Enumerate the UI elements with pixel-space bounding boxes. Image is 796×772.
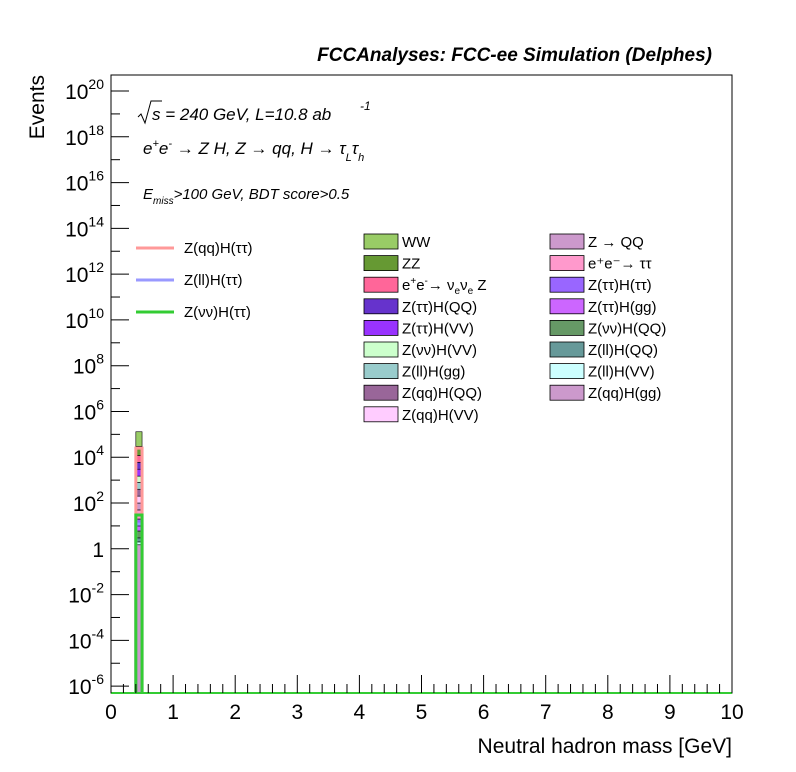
plot-frame	[110, 74, 733, 694]
x-tick-label: 5	[416, 701, 428, 724]
y-tick-label: 10-2	[68, 580, 104, 608]
legend-swatch	[549, 319, 585, 336]
x-tick-label: 0	[105, 701, 117, 724]
legend-label: Z(ll)H(gg)	[402, 364, 465, 381]
y-tick-label: 10-6	[68, 671, 104, 699]
legend: Z(qq)H(ττ) Z(ll)H(ττ) Z(νν)H(ττ) WW ZZ e+e-→ …	[136, 233, 666, 424]
legend-swatch	[549, 255, 585, 272]
legend-label: Z(ττ)H(ττ)	[588, 277, 652, 294]
y-tick-label: 1020	[65, 76, 104, 104]
x-tick-label: 4	[354, 701, 366, 724]
legend-swatch	[549, 363, 585, 380]
legend-swatch	[363, 406, 399, 423]
legend-label: Z(νν)H(ττ)	[184, 304, 251, 321]
legend-label: Z(qq)H(QQ)	[402, 385, 482, 402]
annotation-line-3: Emiss>100 GeV, BDT score>0.5	[143, 186, 350, 207]
y-tick-label: 1012	[65, 259, 104, 287]
sqrt-symbol	[137, 100, 162, 125]
legend-label: Z(ττ)H(gg)	[588, 299, 657, 316]
legend-label: Z(qq)H(ττ)	[184, 240, 253, 257]
legend-swatch	[363, 255, 399, 272]
legend-swatch	[363, 276, 399, 293]
y-tick-label: 1010	[65, 305, 104, 333]
x-tick-label: 1	[167, 701, 179, 724]
legend-swatch	[549, 276, 585, 293]
y-axis: 1020 1018 1016 1014 1012 1010 108 106 104 102 1 10-…	[65, 76, 129, 699]
x-tick-label: 8	[602, 701, 614, 724]
legend-swatch	[363, 319, 399, 336]
signal-lines	[134, 446, 144, 693]
y-tick-label: 10-4	[68, 625, 104, 653]
legend-swatch	[363, 384, 399, 401]
y-tick-label: 1016	[65, 168, 104, 196]
legend-swatch	[549, 298, 585, 315]
y-tick-label: 104	[73, 442, 104, 470]
legend-swatch	[549, 341, 585, 358]
x-tick-label: 10	[720, 701, 743, 724]
legend-label: Z(ττ)H(VV)	[402, 320, 474, 337]
legend-label: Z(ττ)H(QQ)	[402, 299, 477, 316]
y-tick-label: 1	[92, 539, 104, 562]
legend-label: Z(ll)H(VV)	[588, 364, 655, 381]
legend-label: e+e-→ νeνe Z	[402, 276, 487, 297]
legend-label: Z(qq)H(VV)	[402, 407, 479, 424]
y-tick-label: 102	[73, 488, 104, 516]
legend-swatch	[363, 233, 399, 250]
legend-label: Z(ll)H(QQ)	[588, 342, 658, 359]
x-tick-label: 6	[478, 701, 490, 724]
legend-swatch	[549, 384, 585, 401]
legend-swatch	[363, 341, 399, 358]
legend-swatch	[363, 363, 399, 380]
legend-label: WW	[402, 234, 431, 251]
annotation-cuts: Emiss>100 GeV, BDT score>0.5	[143, 186, 350, 207]
x-tick-label: 9	[664, 701, 676, 724]
x-tick-label: 7	[540, 701, 552, 724]
y-axis-label: Events	[26, 75, 49, 139]
y-tick-label: 106	[73, 396, 104, 424]
legend-swatch	[549, 233, 585, 250]
chart-title: FCCAnalyses: FCC-ee Simulation (Delphes)	[317, 45, 712, 66]
legend-label: Z → QQ	[588, 234, 644, 251]
legend-label: ZZ	[402, 256, 420, 273]
x-tick-label: 3	[291, 701, 303, 724]
x-axis-label: Neutral hadron mass [GeV]	[478, 735, 732, 758]
y-tick-label: 1014	[65, 213, 104, 241]
legend-label: Z(ll)H(ττ)	[184, 272, 243, 289]
bar-segment	[135, 431, 143, 447]
legend-label: e⁺e⁻→ ττ	[588, 256, 652, 273]
x-axis: 0 1 2 3 4 5 6 7 8 9 10	[105, 675, 744, 724]
y-tick-label: 108	[73, 351, 104, 379]
legend-label: Z(qq)H(gg)	[588, 385, 661, 402]
legend-label: Z(νν)H(VV)	[402, 342, 477, 359]
annotation-line-1-sup: -1	[360, 99, 371, 113]
annotation-line-1: s = 240 GeV, L=10.8 ab	[152, 105, 331, 124]
annotation-sqrt-s: s = 240 GeV, L=10.8 ab -1	[137, 99, 371, 125]
y-tick-label: 1018	[65, 122, 104, 150]
signal-line	[134, 513, 144, 693]
legend-label: Z(νν)H(QQ)	[588, 320, 666, 337]
legend-swatch	[363, 298, 399, 315]
x-tick-label: 2	[229, 701, 241, 724]
